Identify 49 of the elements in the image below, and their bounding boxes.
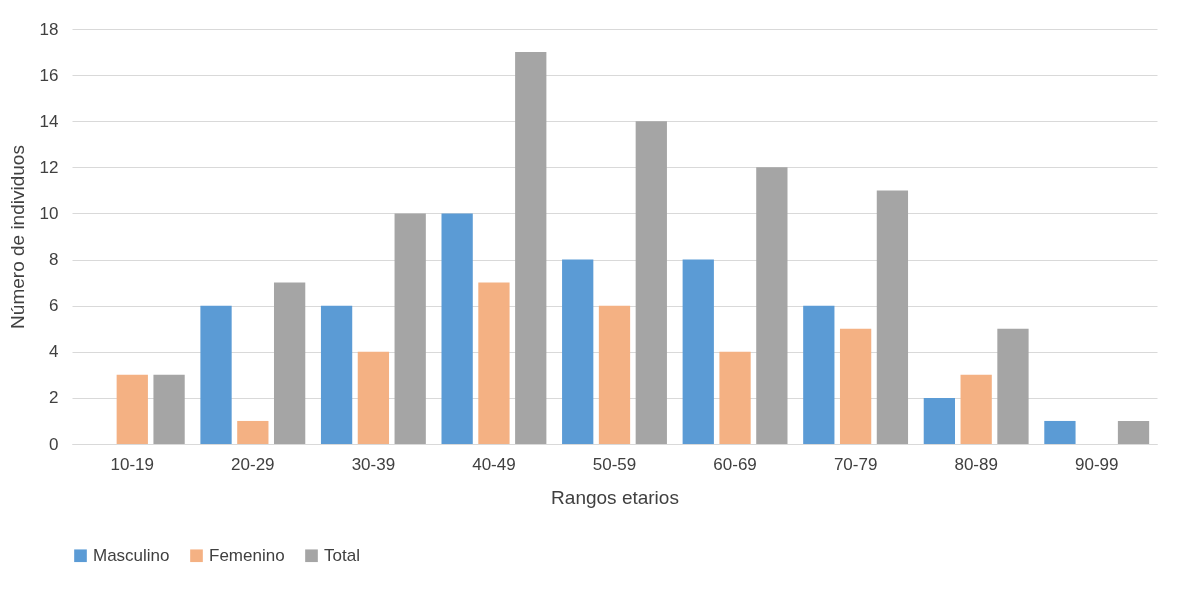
y-tick-label: 10 [39,203,59,223]
bar [598,305,631,444]
bar [803,305,835,444]
y-tick-label: 2 [49,388,59,408]
bar [635,121,667,444]
x-tick-label: 40-49 [472,454,516,474]
bar [441,213,473,444]
y-tick-label: 6 [49,296,59,316]
bar [756,167,788,444]
bar [682,259,714,444]
y-axis-title: Número de individuos [6,145,28,329]
bar [960,374,992,444]
bar [153,374,185,444]
bar [394,213,426,444]
y-tick-label: 8 [49,250,59,270]
bar [997,328,1029,444]
bar [357,351,390,444]
y-tick-label: 12 [39,157,59,177]
x-axis-title: Rangos etarios [551,486,679,508]
bar [719,351,751,444]
bar [1044,420,1076,444]
x-tick-label: 10-19 [110,454,155,474]
bar [923,397,956,444]
x-tick-label: 20-29 [231,454,275,474]
x-tick-label: 30-39 [351,454,396,474]
bar [478,282,510,444]
bar [876,190,909,444]
y-tick-label: 18 [39,19,59,39]
x-tick-label: 60-69 [713,454,757,474]
bar [515,52,547,444]
legend-label: Total [324,545,360,565]
bar [320,305,353,444]
bar [200,305,232,444]
bar [1117,420,1150,444]
x-tick-label: 50-59 [592,454,637,474]
y-tick-label: 14 [39,111,59,131]
y-tick-label: 4 [49,342,59,362]
bar [273,282,306,444]
x-tick-label: 80-89 [954,454,998,474]
legend-label: Masculino [93,545,170,565]
bar [237,420,269,444]
bar [116,374,148,444]
bar [839,328,872,444]
y-tick-label: 16 [39,65,59,85]
y-tick-label: 0 [49,434,59,454]
x-tick-label: 70-79 [833,454,878,474]
x-tick-label: 90-99 [1074,454,1119,474]
bar [562,259,594,444]
legend-label: Femenino [209,545,285,565]
